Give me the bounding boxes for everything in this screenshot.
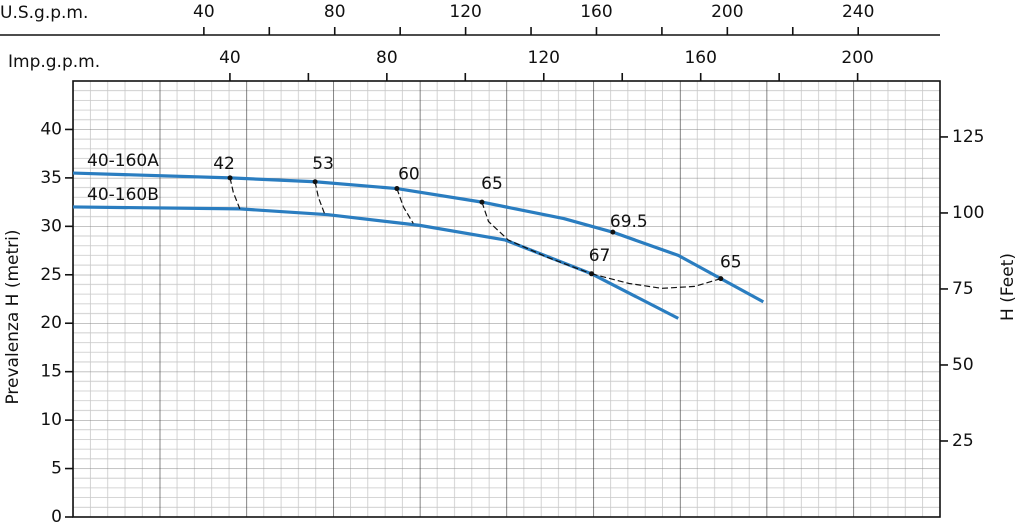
x2-tick-label: 120 xyxy=(528,48,560,68)
x-tick-label: 240 xyxy=(842,2,874,22)
efficiency-label: 65 xyxy=(481,174,503,194)
efficiency-label: 42 xyxy=(213,154,235,174)
legend-label: 40-160B xyxy=(87,185,159,205)
efficiency-line xyxy=(314,181,326,215)
y2-tick-label: 125 xyxy=(952,127,984,147)
x-tick-label: 120 xyxy=(449,2,481,22)
x-tick-label: 200 xyxy=(711,2,743,22)
efficiency-point xyxy=(227,175,233,181)
y2-tick-label: 50 xyxy=(952,355,974,375)
efficiency-point xyxy=(394,186,400,192)
pump-curve xyxy=(72,171,765,304)
plot-frame xyxy=(72,80,941,518)
y-tick-label: 10 xyxy=(40,410,62,430)
y2-axis-label: H (Feet) xyxy=(998,253,1018,321)
x-tick-label: 40 xyxy=(193,2,215,22)
y-tick-label: 30 xyxy=(40,216,62,236)
efficiency-line xyxy=(481,201,592,275)
y2-tick-label: 75 xyxy=(952,279,974,299)
efficiency-point xyxy=(718,276,724,282)
x2-tick-label: 200 xyxy=(841,48,873,68)
legend-label: 40-160A xyxy=(87,151,159,171)
y-tick-label: 0 xyxy=(51,507,62,527)
efficiency-label: 69.5 xyxy=(610,212,648,232)
efficiency-line xyxy=(396,188,414,224)
efficiency-line xyxy=(591,273,721,289)
y-tick-label: 20 xyxy=(40,313,62,333)
y-tick-label: 35 xyxy=(40,168,62,188)
x2-axis-label: Imp.g.p.m. xyxy=(8,52,100,72)
y-axis-label: Prevalenza H (metri) xyxy=(3,229,23,404)
efficiency-point xyxy=(589,271,595,277)
x-tick-label: 80 xyxy=(324,2,346,22)
efficiency-label: 53 xyxy=(312,154,334,174)
y-tick-label: 15 xyxy=(40,362,62,382)
x-axis-label: U.S.g.p.m. xyxy=(0,3,88,23)
x2-tick-label: 40 xyxy=(219,48,241,68)
efficiency-point xyxy=(312,179,318,185)
efficiency-line xyxy=(229,177,241,210)
efficiency-label: 60 xyxy=(398,165,420,185)
y-tick-label: 5 xyxy=(51,459,62,479)
efficiency-point xyxy=(610,229,616,235)
y-tick-label: 25 xyxy=(40,265,62,285)
x2-tick-label: 80 xyxy=(376,48,398,68)
y2-tick-label: 25 xyxy=(952,431,974,451)
efficiency-label: 67 xyxy=(589,246,611,266)
y2-tick-label: 100 xyxy=(952,203,984,223)
plot-grid xyxy=(73,81,940,517)
y-tick-label: 40 xyxy=(40,119,62,139)
x-tick-label: 160 xyxy=(580,2,612,22)
x2-tick-label: 160 xyxy=(684,48,716,68)
efficiency-point xyxy=(479,199,485,205)
efficiency-label: 65 xyxy=(720,253,742,273)
